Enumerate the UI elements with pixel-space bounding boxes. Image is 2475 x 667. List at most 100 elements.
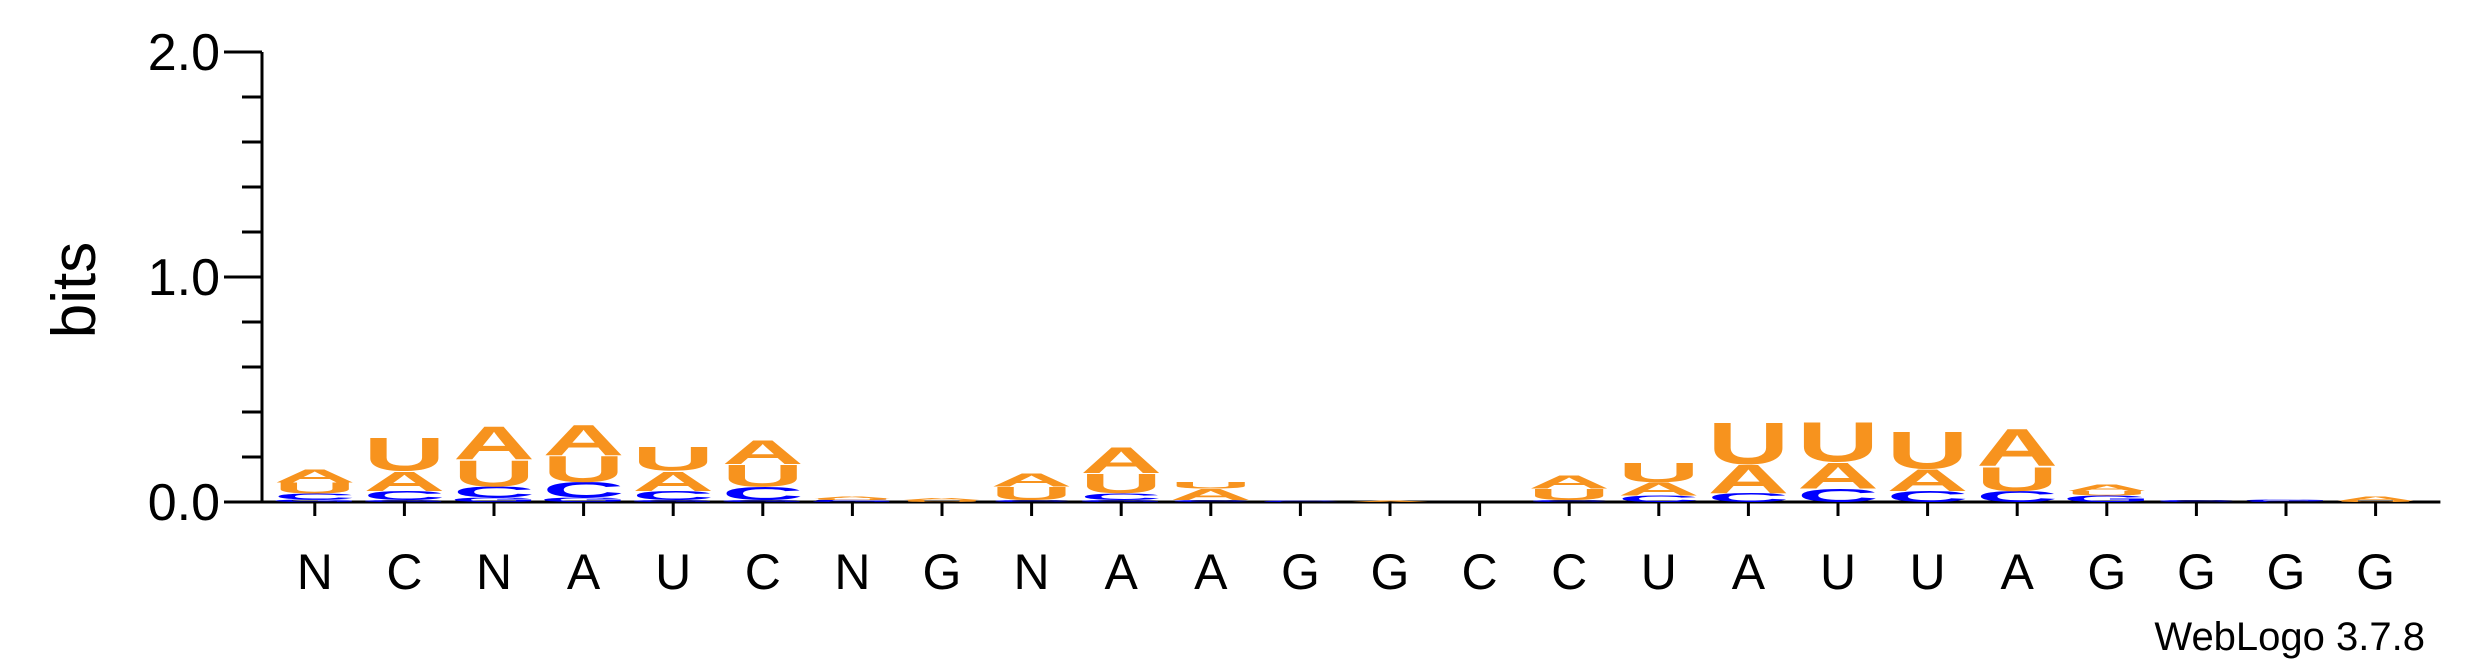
logo-letter: C — [1618, 494, 1700, 504]
x-tick-label: G — [923, 544, 962, 600]
weblogo-credit: WebLogo 3.7.8 — [2154, 615, 2425, 659]
x-tick-label: N — [476, 544, 512, 600]
logo-letter: A — [1887, 463, 1969, 498]
x-tick-label: U — [1641, 544, 1677, 600]
logo-letter: U — [632, 439, 714, 478]
x-tick-label: C — [386, 544, 422, 600]
x-tick-label: U — [1910, 544, 1946, 600]
logo-letter: C — [991, 499, 1073, 503]
x-tick-label: A — [1194, 544, 1228, 600]
logo-letter: A — [811, 496, 893, 500]
logo-letter: A — [901, 497, 983, 501]
x-tick-label: G — [1281, 544, 1320, 600]
x-tick-label: A — [1732, 544, 1766, 600]
logo-letter: C — [2155, 499, 2237, 503]
logo-letter: U — [901, 499, 983, 503]
x-tick-label: G — [2087, 544, 2126, 600]
logo-letter: C — [722, 483, 804, 504]
x-tick-label: N — [834, 544, 870, 600]
logo-letter: U — [1618, 457, 1700, 488]
logo-letter: U — [722, 458, 804, 493]
logo-letter: U — [1797, 411, 1879, 474]
logo-letter: A — [1349, 501, 1431, 503]
x-tick-label: G — [2177, 544, 2216, 600]
logo-letter: G — [271, 499, 359, 503]
logo-letter: G — [540, 496, 628, 503]
logo-letter: G — [450, 496, 538, 503]
logo-letter: U — [1887, 420, 1969, 479]
logo-letter: A — [2335, 495, 2417, 502]
x-tick-label: G — [2267, 544, 2306, 600]
logo-letter: G — [719, 499, 807, 503]
x-tick-label: A — [567, 544, 601, 600]
logo-letter: C — [363, 489, 445, 503]
logo-letter: U — [1707, 411, 1789, 477]
logo-letter: C — [1528, 499, 1610, 503]
logo-letter: A — [2066, 482, 2148, 492]
x-tick-label: A — [2001, 544, 2035, 600]
logo-letter: C — [811, 499, 893, 501]
logo-letter: A — [632, 466, 714, 497]
logo-letter: U — [1080, 468, 1162, 499]
logo-letter: U — [991, 483, 1073, 504]
logo-letter: A — [1976, 418, 2058, 477]
logo-letter: U — [543, 448, 625, 490]
logo-letter: A — [722, 433, 804, 472]
logo-letter: C — [1170, 499, 1252, 503]
x-tick-label: C — [745, 544, 781, 600]
x-tick-label: N — [1014, 544, 1050, 600]
logo-letter: C — [632, 489, 714, 503]
x-tick-label: G — [2356, 544, 2395, 600]
logo-letter: U — [2335, 501, 2417, 503]
x-tick-label: C — [1462, 544, 1498, 600]
y-tick-label: 0.0 — [148, 474, 220, 532]
logo-letter: A — [1528, 472, 1610, 493]
logo-letter: U — [1528, 486, 1610, 503]
logo-letter: G — [2063, 494, 2151, 504]
letter-stacks: GCUAGCAUGCUAGCUAGCAUGCUAGCUAUACUAGCUACAU… — [271, 411, 2417, 507]
logo-letter: U — [453, 452, 535, 494]
logo-letter: A — [363, 466, 445, 497]
logo-letter: A — [1170, 486, 1252, 503]
x-tick-label: U — [1820, 544, 1856, 600]
logo-letter: A — [543, 416, 625, 465]
logo-letter: U — [811, 498, 893, 500]
logo-letter: A — [1618, 478, 1700, 499]
logo-letter: U — [363, 428, 445, 480]
logo-letter: C — [543, 478, 625, 502]
logo-letter: A — [1080, 439, 1162, 481]
logo-letter: G — [360, 499, 448, 503]
logo-letter: C — [1797, 485, 1879, 506]
x-tick-label: U — [655, 544, 691, 600]
logo-letter: U — [2066, 490, 2148, 497]
logo-letter: A — [453, 417, 535, 469]
logo-letter: C — [1259, 501, 1341, 503]
logo-letter: A — [1797, 455, 1879, 497]
logo-letter: C — [453, 484, 535, 501]
logo-letter: C — [1976, 488, 2058, 505]
logo-letter: C — [274, 492, 356, 501]
logo-letter: C — [1080, 491, 1162, 501]
logo-letter: U — [1976, 460, 2058, 499]
logo-letter: C — [1707, 491, 1789, 505]
x-tick-label: C — [1551, 544, 1587, 600]
logo-letter: C — [2245, 501, 2327, 503]
logo-letter: U — [1170, 480, 1252, 490]
logo-letter: A — [991, 469, 1073, 490]
axes: 0.01.02.0N C N A U C N G N A A G G C C U A U U A G G G G — [148, 24, 2441, 600]
logo-letter: G — [2242, 499, 2330, 501]
logo-letter: G — [1077, 499, 1165, 503]
y-tick-label: 2.0 — [148, 24, 220, 82]
logo-letter: A — [274, 466, 356, 487]
x-tick-label: N — [297, 544, 333, 600]
x-tick-label: A — [1105, 544, 1139, 600]
logo-letter: G — [629, 499, 717, 503]
logo-letter: G — [808, 501, 896, 503]
y-tick-label: 1.0 — [148, 249, 220, 307]
y-axis-label: bits — [40, 242, 109, 338]
logo-letter: U — [274, 480, 356, 497]
logo-letter: C — [1887, 488, 1969, 505]
logo-letter: A — [1707, 457, 1789, 502]
x-tick-label: G — [1371, 544, 1410, 600]
